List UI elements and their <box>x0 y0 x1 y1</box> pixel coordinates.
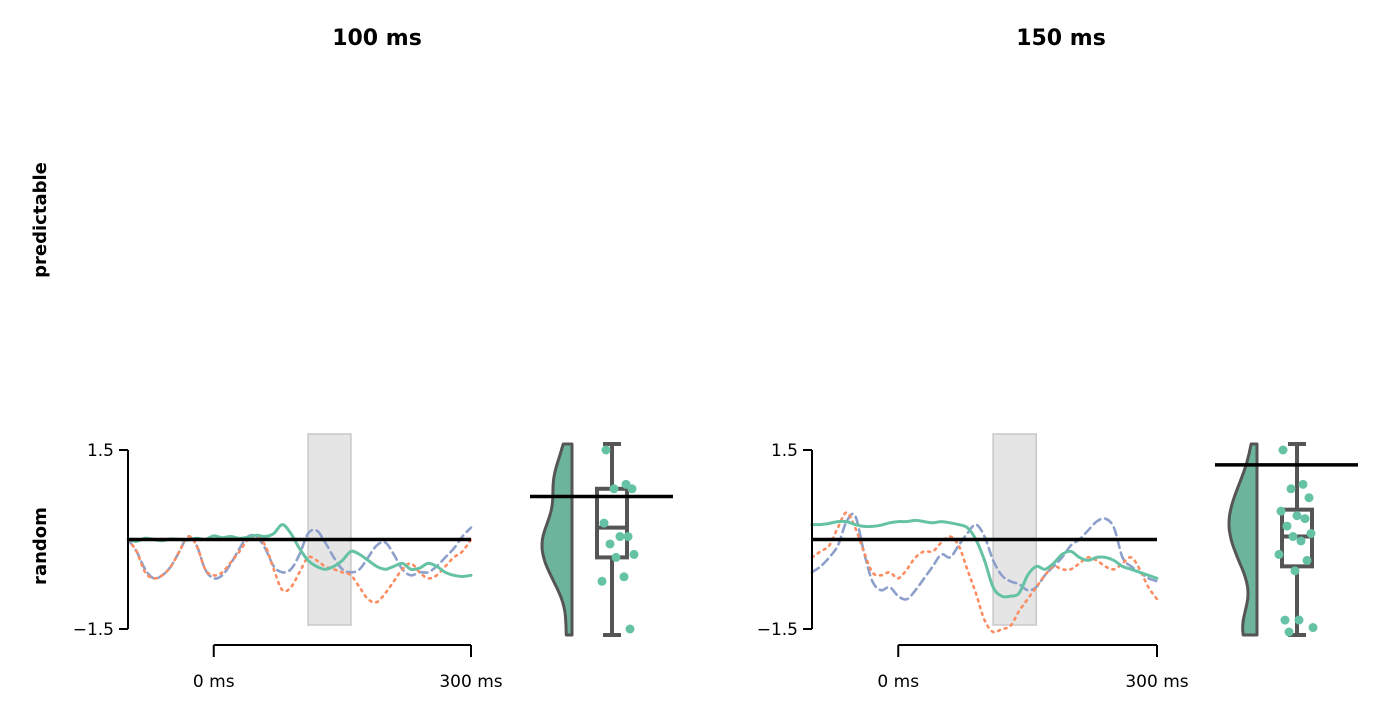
data-point <box>599 518 609 528</box>
row-label-random: random <box>30 507 51 585</box>
data-point <box>601 445 611 455</box>
x-tick-label-300ms: 300 ms <box>1125 672 1188 692</box>
data-point <box>1296 536 1306 546</box>
data-point <box>1282 521 1292 531</box>
data-point <box>623 532 633 542</box>
data-point <box>619 572 629 582</box>
x-tick-label-0ms: 0 ms <box>193 672 235 692</box>
x-tick-label-0ms: 0 ms <box>877 672 919 692</box>
data-point <box>1292 511 1302 521</box>
y-tick-label-top: 1.5 <box>87 441 114 461</box>
data-point <box>1298 479 1308 489</box>
erp-lines <box>810 511 1159 634</box>
y-tick-label-bottom: −1.5 <box>757 620 798 640</box>
data-point <box>1290 566 1300 576</box>
y-tick-label-top: 1.5 <box>771 441 798 461</box>
analysis-window-shade <box>307 433 352 626</box>
data-point <box>1308 623 1318 633</box>
data-point <box>1304 493 1314 503</box>
data-point <box>1278 445 1288 455</box>
column-title-150ms: 150 ms <box>1016 26 1106 51</box>
panel-150ms-raincloud <box>1215 442 1358 637</box>
data-point <box>1306 529 1316 539</box>
data-point <box>597 576 607 586</box>
panel-150ms-timecourse: 1.5 −1.5 0 ms 300 ms <box>757 433 1189 692</box>
column-title-100ms: 100 ms <box>332 26 422 51</box>
x-tick-label-300ms: 300 ms <box>439 672 502 692</box>
data-point <box>1302 555 1312 565</box>
data-point <box>611 552 621 562</box>
series-line-dotted <box>810 511 1159 634</box>
data-point <box>629 549 639 559</box>
panel-100ms-timecourse: 1.5 −1.5 0 ms 300 ms <box>73 433 503 692</box>
axes <box>119 449 472 657</box>
data-point <box>1276 506 1286 516</box>
data-point <box>627 484 637 494</box>
data-point <box>615 532 625 542</box>
axes <box>803 449 1158 657</box>
half-violin <box>540 442 574 637</box>
data-point <box>605 539 615 549</box>
analysis-window-shade <box>992 433 1037 626</box>
data-point <box>609 484 619 494</box>
data-point <box>1286 484 1296 494</box>
row-label-predictable: predictable <box>30 162 51 278</box>
erp-lines <box>126 523 473 604</box>
data-point <box>1288 532 1298 542</box>
data-point <box>625 624 635 634</box>
data-point <box>1300 514 1310 524</box>
data-point <box>1274 549 1284 559</box>
series-line-dashed <box>810 512 1159 601</box>
panel-100ms-raincloud <box>530 442 673 637</box>
half-violin <box>1227 442 1259 637</box>
data-point <box>1294 615 1304 625</box>
data-point <box>1284 627 1294 637</box>
y-tick-label-bottom: −1.5 <box>73 620 114 640</box>
data-point <box>1280 615 1290 625</box>
series-line-solid <box>810 518 1159 599</box>
